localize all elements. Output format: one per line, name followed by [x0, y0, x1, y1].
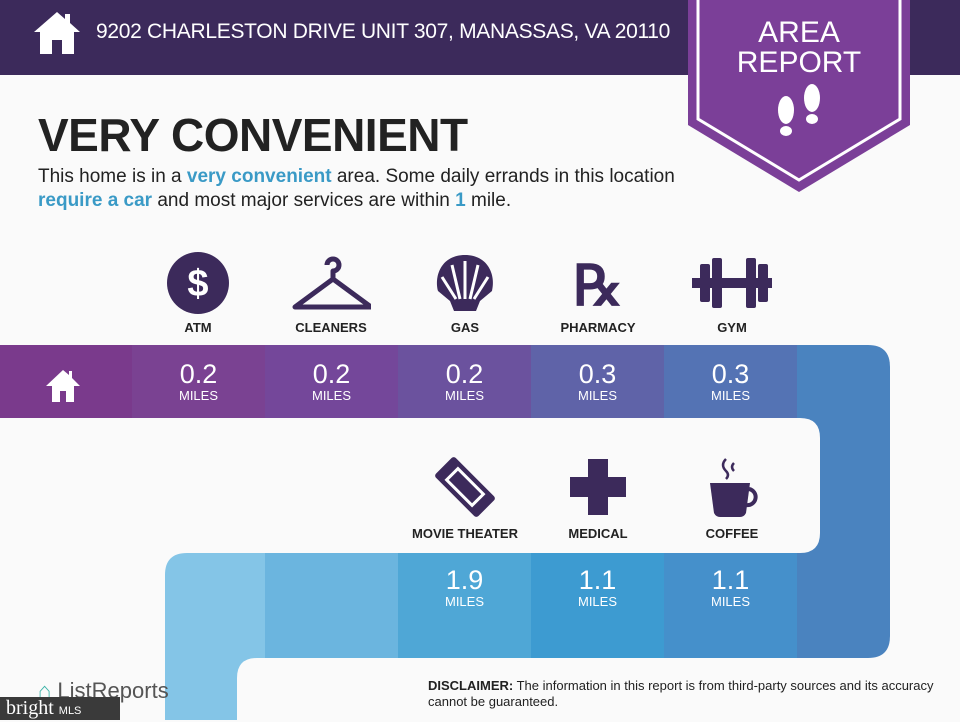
- home-icon: [46, 370, 80, 402]
- distance-gas: 0.2 MILES: [444, 359, 484, 403]
- label-pharmacy: PHARMACY: [560, 320, 636, 335]
- house-icon: [34, 12, 80, 54]
- label-movie-theater: MOVIE THEATER: [412, 526, 518, 541]
- distance-cleaners: 0.2 MILES: [311, 359, 351, 403]
- label-cleaners: CLEANERS: [295, 320, 367, 335]
- page-title: VERY CONVENIENT: [38, 109, 468, 161]
- label-medical: MEDICAL: [568, 526, 628, 541]
- distance-gym: 0.3 MILES: [710, 359, 750, 403]
- label-gas: GAS: [450, 320, 480, 335]
- distance-movie-theater: 1.9 MILES: [444, 565, 484, 609]
- label-gym: GYM: [717, 320, 747, 335]
- label-atm: ATM: [184, 320, 212, 335]
- amenity-gym: [692, 248, 772, 318]
- area-report-badge: [688, 0, 910, 192]
- dollar-icon: $: [158, 248, 238, 318]
- distance-pharmacy: 0.3 MILES: [577, 359, 617, 403]
- label-coffee: COFFEE: [705, 526, 759, 541]
- svg-text:℞: ℞: [573, 256, 623, 315]
- dumbbell-icon: [692, 248, 772, 318]
- distance-coffee: 1.1 MILES: [710, 565, 750, 609]
- coffee-icon: [692, 452, 772, 522]
- svg-text:$: $: [187, 263, 208, 305]
- rx-icon: ℞: [558, 248, 638, 318]
- ticket-icon: [425, 452, 505, 522]
- hanger-icon: [291, 248, 371, 318]
- amenity-movie-theater: [425, 452, 505, 522]
- amenity-gas: [425, 248, 505, 318]
- amenity-coffee: [692, 452, 772, 522]
- shell-icon: [425, 248, 505, 318]
- footprints-icon: [778, 84, 820, 136]
- distance-atm: 0.2 MILES: [178, 359, 218, 403]
- description: This home is in a very convenient area. …: [38, 166, 675, 211]
- amenity-atm: $: [158, 248, 238, 318]
- amenity-medical: [558, 452, 638, 522]
- amenity-pharmacy: ℞: [558, 248, 638, 318]
- amenity-cleaners: [291, 248, 371, 318]
- cross-icon: [558, 452, 638, 522]
- property-address: 9202 CHARLESTON DRIVE UNIT 307, MANASSAS…: [96, 20, 671, 43]
- distance-medical: 1.1 MILES: [577, 565, 617, 609]
- bright-mls-logo: bright MLS: [0, 697, 120, 720]
- route-path: [0, 345, 960, 720]
- disclaimer: DISCLAIMER: The information in this repo…: [428, 678, 934, 709]
- badge-title: AREA REPORT: [736, 16, 862, 79]
